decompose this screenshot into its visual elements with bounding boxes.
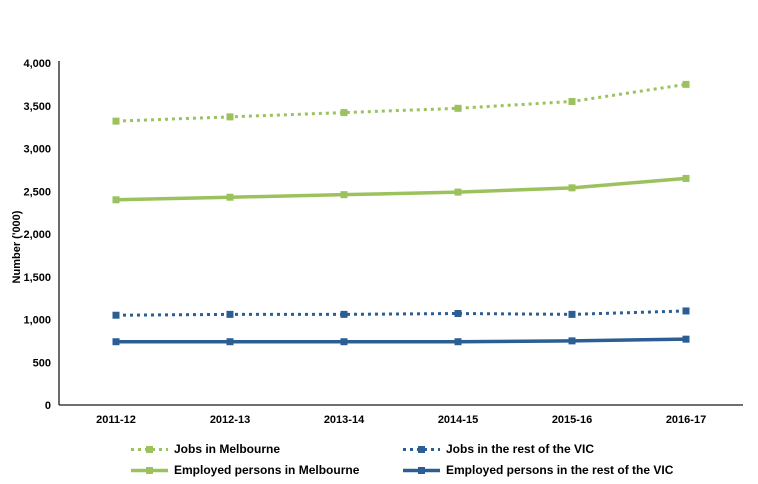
y-tick-labels: 0 500 1,000 1,500 2,000 2,500 3,000 3,500 4,000 [23, 58, 51, 412]
y-tick-label: 3,000 [23, 144, 51, 156]
data-point-marker [340, 338, 348, 346]
data-point-marker [112, 338, 120, 346]
x-tick-labels: 2011-12 2012-13 2013-14 2014-15 2015-16 2016-… [96, 414, 706, 426]
legend-label: Employed persons in Melbourne [174, 463, 360, 477]
data-point-marker [568, 97, 576, 105]
y-axis-title: Number ('000) [11, 210, 23, 283]
data-point-marker [454, 188, 462, 196]
dotted-line-marker-icon [131, 445, 168, 454]
series-line [115, 309, 687, 317]
data-point-marker [682, 80, 690, 88]
data-point-marker [112, 117, 120, 125]
x-tick-label: 2014-15 [438, 414, 478, 426]
legend-item-employed-rest-vic: Employed persons in the rest of the VIC [403, 463, 673, 477]
y-tick-label: 3,500 [23, 101, 51, 113]
data-point-marker [454, 310, 462, 318]
legend-label: Jobs in the rest of the VIC [446, 442, 595, 456]
x-tick-label: 2012-13 [210, 414, 250, 426]
data-point-marker [226, 310, 234, 318]
series-line [115, 176, 687, 202]
data-point-marker [340, 191, 348, 199]
series-1 [112, 307, 690, 319]
data-point-marker [226, 338, 234, 346]
y-tick-label: 500 [33, 357, 51, 369]
series-line [116, 337, 687, 344]
data-point-marker [340, 310, 348, 318]
y-tick-label: 2,000 [23, 229, 51, 241]
y-tick-label: 4,000 [23, 58, 51, 70]
data-point-marker [454, 338, 462, 346]
data-point-marker [454, 104, 462, 112]
data-point-marker [682, 335, 690, 343]
data-point-marker [682, 174, 690, 182]
legend-label: Employed persons in the rest of the VIC [446, 463, 674, 477]
data-point-marker [568, 310, 576, 318]
x-tick-label: 2015-16 [552, 414, 592, 426]
legend-item-jobs-rest-vic: Jobs in the rest of the VIC [403, 442, 594, 456]
data-point-marker [112, 196, 120, 204]
legend-label: Jobs in Melbourne [174, 442, 281, 456]
legend-item-employed-melbourne: Employed persons in Melbourne [131, 463, 359, 477]
series-line [115, 82, 687, 123]
plot-area: 0 500 1,000 1,500 2,000 2,500 3,000 3,500 4,000 2… [11, 58, 743, 426]
data-point-marker [682, 307, 690, 315]
x-tick-label: 2016-17 [666, 414, 706, 426]
x-tick-label: 2011-12 [96, 414, 136, 426]
series-2 [112, 174, 690, 204]
x-tick-label: 2013-14 [324, 414, 365, 426]
y-tick-label: 1,500 [23, 272, 51, 284]
data-point-marker [568, 184, 576, 192]
y-tick-label: 2,500 [23, 186, 51, 198]
data-point-marker [568, 337, 576, 345]
series-0 [112, 80, 690, 125]
dotted-line-marker-icon [403, 445, 440, 454]
legend-item-jobs-melbourne: Jobs in Melbourne [131, 442, 280, 456]
data-point-marker [340, 109, 348, 117]
data-point-marker [112, 311, 120, 319]
data-point-marker [226, 113, 234, 121]
series-3 [112, 335, 690, 346]
data-point-marker [226, 193, 234, 201]
axes [58, 61, 743, 406]
solid-line-marker-icon [131, 466, 168, 475]
solid-line-marker-icon [403, 466, 440, 475]
y-tick-label: 1,000 [23, 315, 51, 327]
y-tick-label: 0 [45, 400, 51, 412]
